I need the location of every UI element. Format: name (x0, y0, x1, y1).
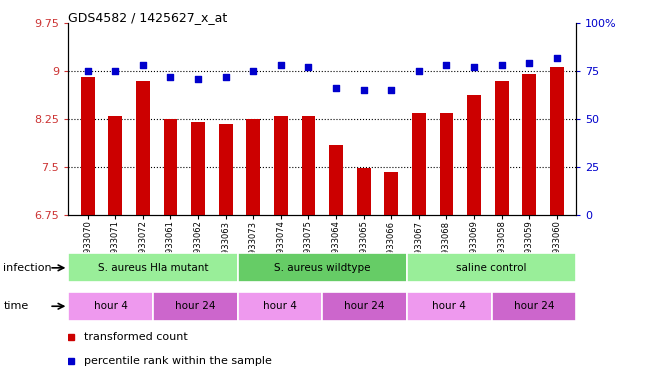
Bar (191, 122, 205, 215)
Point (331, 85, 341, 91)
Point (248, 68, 258, 74)
Point (524, 60, 534, 66)
Bar (550, 66, 564, 215)
Bar (68, 23, 576, 215)
Text: hour 24: hour 24 (175, 301, 215, 311)
Bar (136, 81, 150, 215)
Bar (238, 292, 322, 321)
Point (137, 62, 148, 68)
Text: hour 24: hour 24 (514, 301, 554, 311)
Text: transformed count: transformed count (83, 333, 187, 343)
Text: hour 24: hour 24 (344, 301, 385, 311)
Point (441, 62, 452, 68)
Bar (522, 74, 536, 215)
Bar (329, 145, 343, 215)
Text: time: time (3, 301, 29, 311)
Bar (492, 292, 576, 321)
Bar (322, 292, 407, 321)
Point (221, 74, 231, 80)
Text: S. aureus Hla mutant: S. aureus Hla mutant (98, 263, 208, 273)
Bar (163, 119, 177, 215)
Text: hour 4: hour 4 (263, 301, 297, 311)
Bar (108, 116, 122, 215)
Bar (467, 95, 481, 215)
Point (386, 87, 396, 93)
Point (551, 55, 562, 61)
Bar (439, 113, 453, 215)
Bar (68, 292, 153, 321)
Point (469, 64, 479, 70)
Text: GDS4582 / 1425627_x_at: GDS4582 / 1425627_x_at (68, 12, 228, 25)
Text: saline control: saline control (456, 263, 527, 273)
Bar (301, 116, 315, 215)
Bar (238, 253, 407, 282)
Text: hour 4: hour 4 (94, 301, 128, 311)
Bar (153, 292, 238, 321)
Bar (407, 292, 492, 321)
Point (275, 62, 286, 68)
Point (359, 87, 369, 93)
Bar (274, 116, 288, 215)
Text: percentile rank within the sample: percentile rank within the sample (83, 356, 271, 366)
Bar (68, 253, 238, 282)
Text: infection: infection (3, 263, 52, 273)
Point (83, 68, 93, 74)
Text: hour 4: hour 4 (432, 301, 466, 311)
Bar (219, 124, 232, 215)
Point (497, 62, 507, 68)
Bar (357, 168, 370, 215)
Point (193, 76, 203, 82)
Bar (407, 253, 576, 282)
Bar (81, 78, 94, 215)
Text: S. aureus wildtype: S. aureus wildtype (274, 263, 370, 273)
Bar (412, 113, 426, 215)
Bar (384, 172, 398, 215)
Bar (495, 81, 508, 215)
Point (413, 68, 424, 74)
Point (165, 74, 176, 80)
Bar (246, 119, 260, 215)
Point (303, 64, 314, 70)
Point (110, 68, 120, 74)
